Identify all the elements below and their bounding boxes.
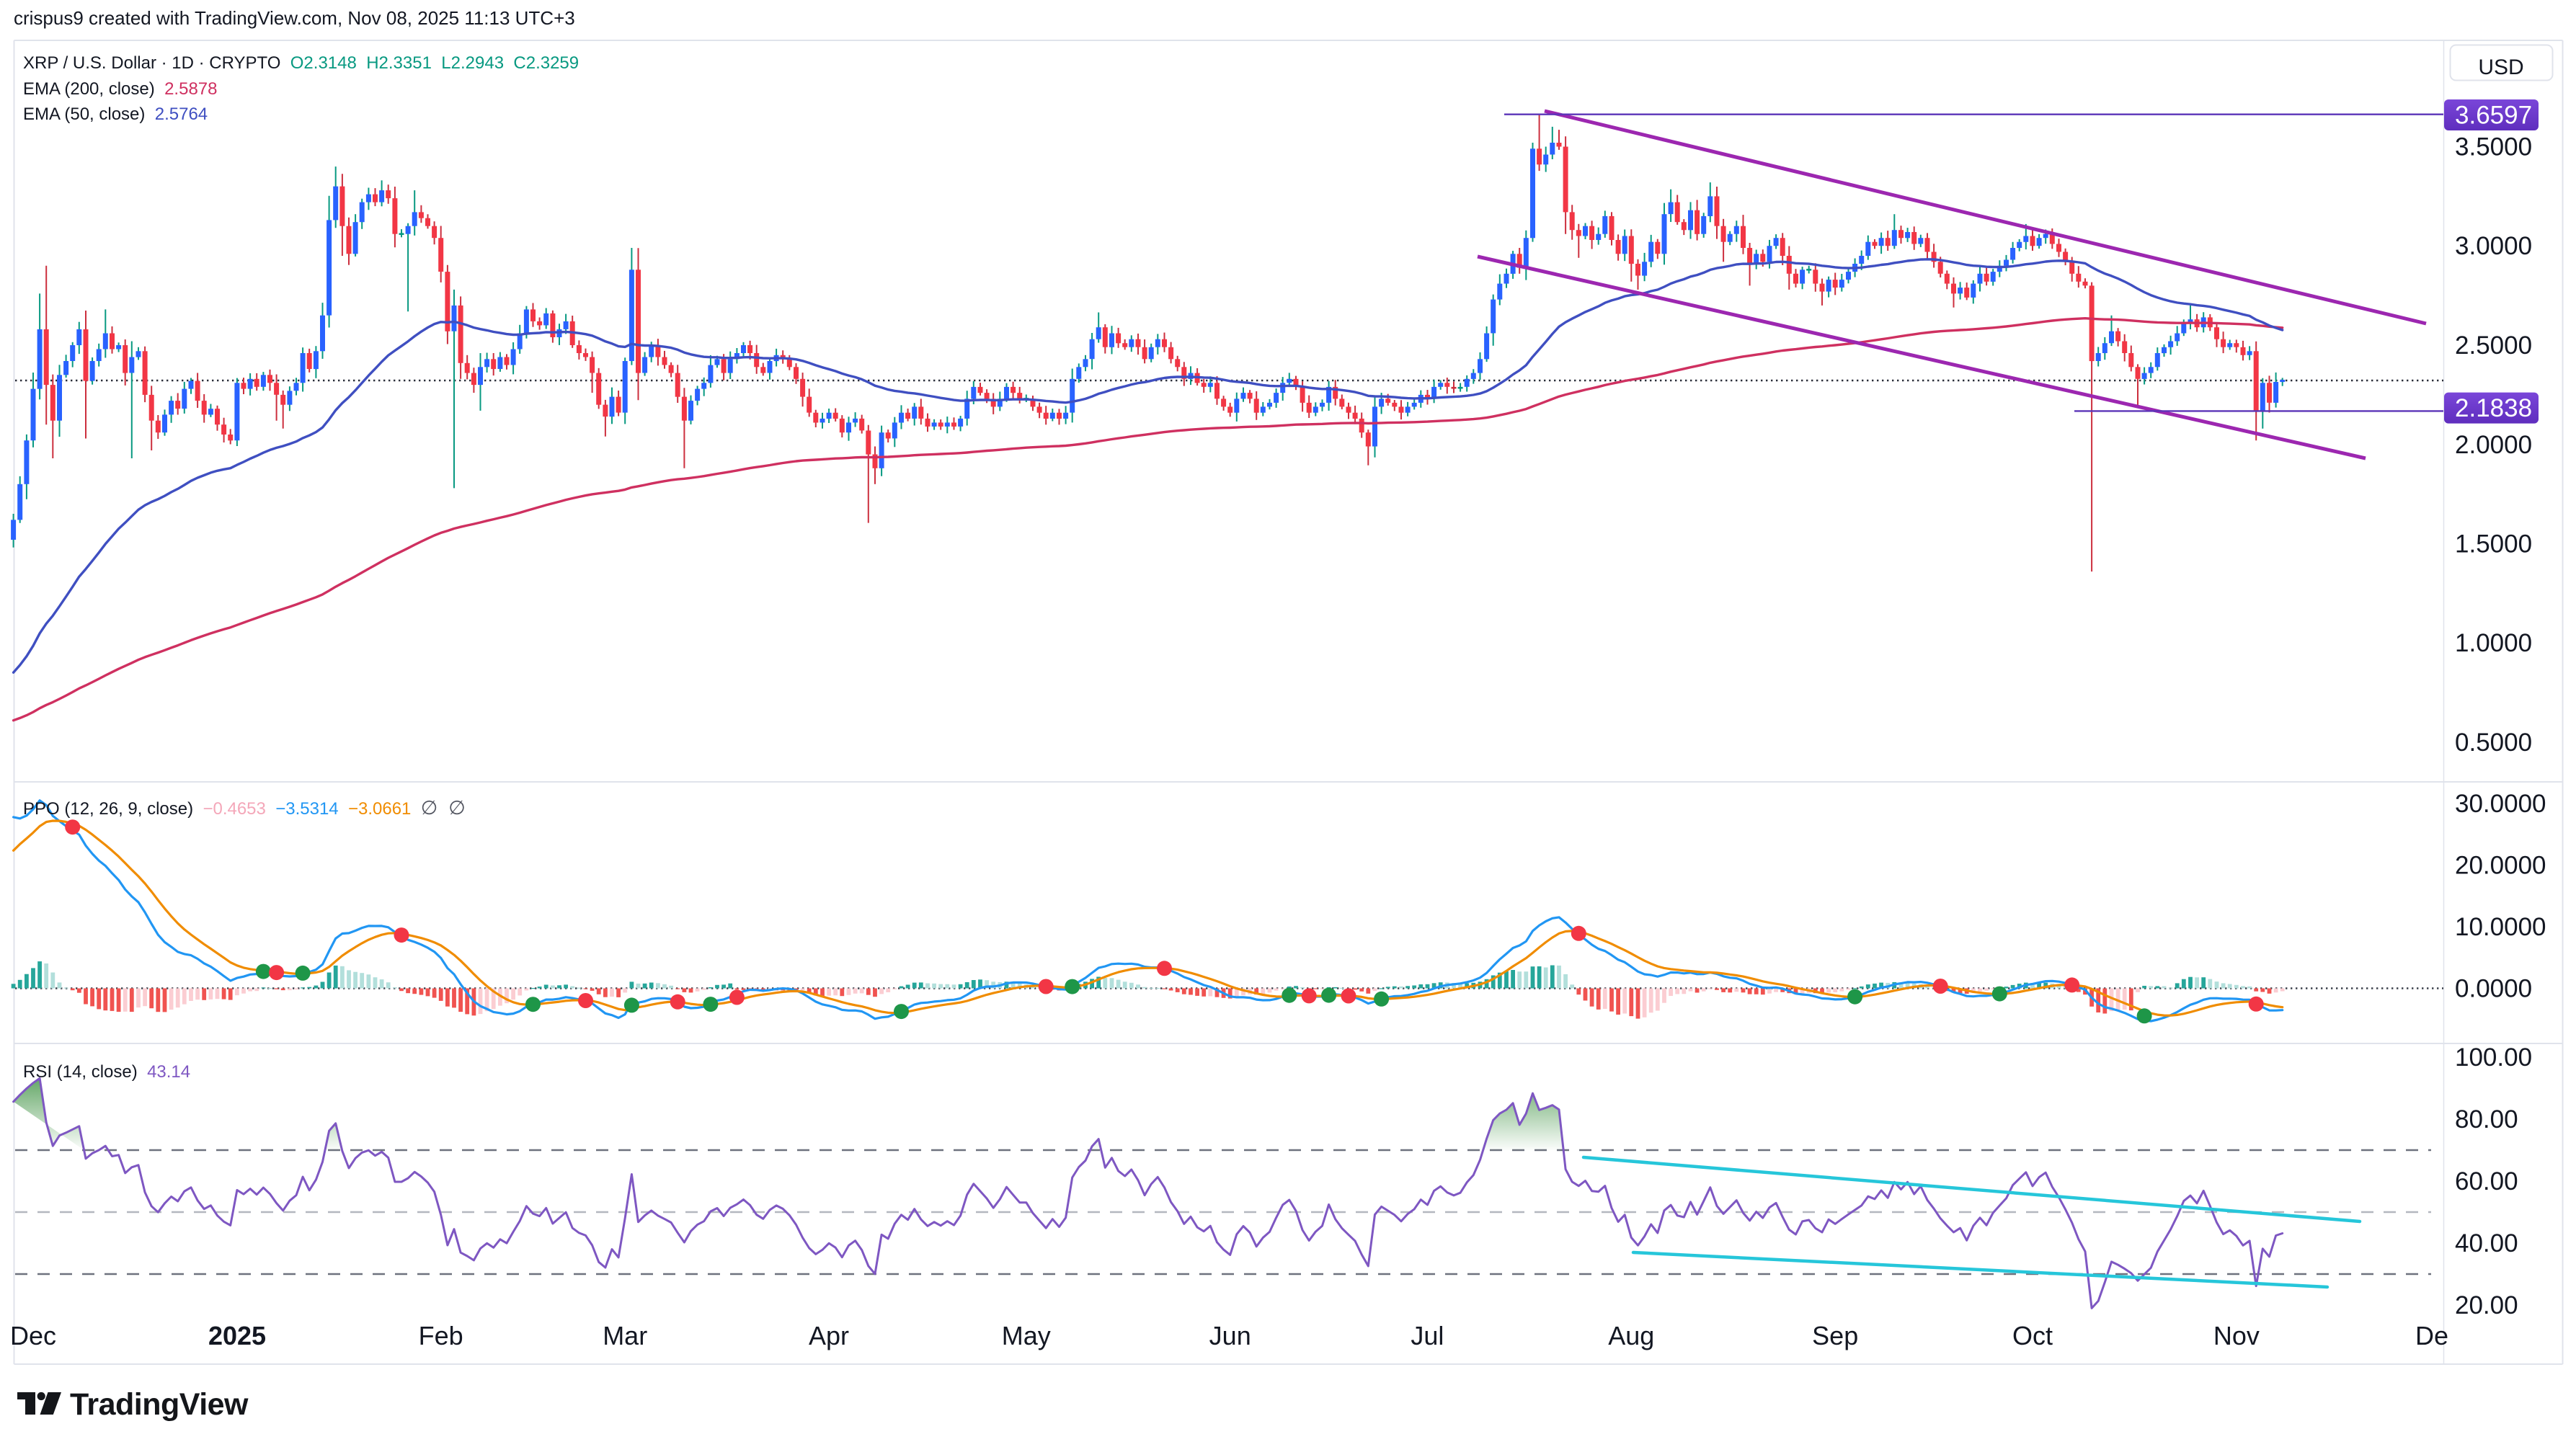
svg-text:May: May [1002,1321,1051,1350]
svg-text:Jun: Jun [1209,1321,1251,1350]
svg-text:1.5000: 1.5000 [2455,530,2532,558]
svg-text:10.0000: 10.0000 [2455,913,2546,941]
svg-text:Oct: Oct [2012,1321,2053,1350]
svg-text:80.00: 80.00 [2455,1105,2518,1134]
svg-text:TradingView: TradingView [70,1387,249,1422]
svg-text:Sep: Sep [1812,1321,1858,1350]
svg-text:Feb: Feb [419,1321,463,1350]
svg-text:40.00: 40.00 [2455,1229,2518,1257]
svg-text:EMA (200, close) 2.5878: EMA (200, close) 2.5878 [23,79,217,99]
svg-text:3.5000: 3.5000 [2455,133,2532,161]
svg-text:60.00: 60.00 [2455,1167,2518,1196]
svg-text:Apr: Apr [809,1321,849,1350]
svg-text:2.5000: 2.5000 [2455,331,2532,360]
svg-text:100.00: 100.00 [2455,1043,2532,1072]
svg-text:XRP / U.S. Dollar · 1D · CRYPT: XRP / U.S. Dollar · 1D · CRYPTO O2.3148 … [23,53,579,73]
svg-text:20.0000: 20.0000 [2455,852,2546,880]
svg-text:Dec: Dec [10,1321,56,1350]
svg-text:Nov: Nov [2213,1321,2260,1350]
svg-text:RSI (14, close) 43.14: RSI (14, close) 43.14 [23,1062,190,1082]
svg-text:20.00: 20.00 [2455,1291,2518,1319]
svg-text:De: De [2415,1321,2448,1350]
svg-text:PPO (12, 26, 9, close) −0.465: PPO (12, 26, 9, close) −0.4653 −3.5314 −… [23,797,466,819]
svg-text:0.5000: 0.5000 [2455,729,2532,757]
svg-text:Jul: Jul [1411,1321,1444,1350]
svg-text:1.0000: 1.0000 [2455,629,2532,657]
svg-text:2.1838: 2.1838 [2455,394,2532,422]
svg-text:2.0000: 2.0000 [2455,431,2532,459]
svg-text:0.0000: 0.0000 [2455,975,2532,1003]
svg-text:Aug: Aug [1608,1321,1654,1350]
svg-text:EMA (50, close) 2.5764: EMA (50, close) 2.5764 [23,104,208,124]
svg-text:3.0000: 3.0000 [2455,232,2532,260]
svg-text:USD: USD [2478,55,2523,79]
svg-text:3.6597: 3.6597 [2455,102,2532,130]
svg-text:crispus9 created with TradingV: crispus9 created with TradingView.com, N… [14,7,575,29]
svg-text:30.0000: 30.0000 [2455,790,2546,818]
svg-text:Mar: Mar [603,1321,647,1350]
svg-text:2025: 2025 [208,1321,266,1350]
